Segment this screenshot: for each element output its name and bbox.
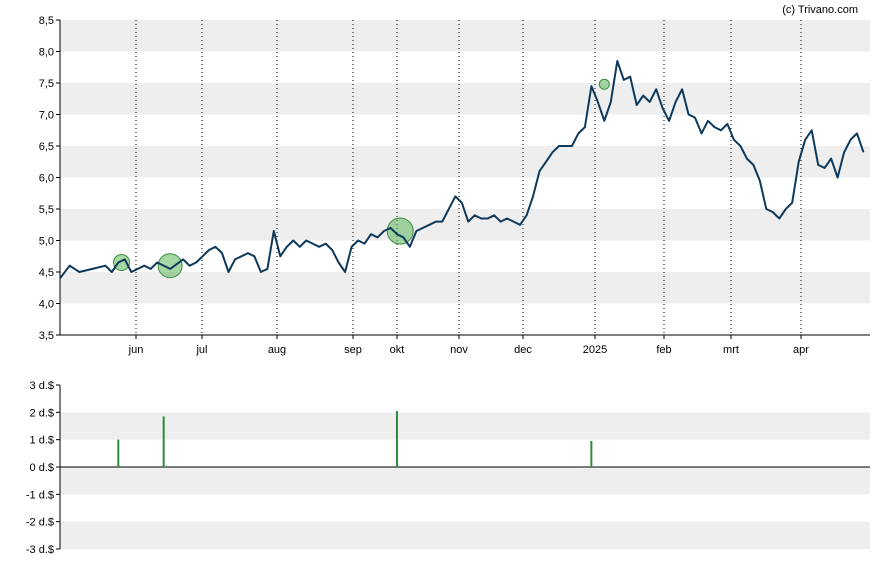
x-tick-label: feb xyxy=(656,344,671,356)
y-tick-label: 1 d.$ xyxy=(30,435,54,447)
y-tick-label: 7,0 xyxy=(39,110,54,122)
x-tick-label: dec xyxy=(514,344,532,356)
grid-band xyxy=(60,83,870,115)
y-tick-label: 8,5 xyxy=(39,15,54,27)
y-tick-label: -1 d.$ xyxy=(26,489,54,501)
event-marker xyxy=(157,253,183,279)
x-tick-label: 2025 xyxy=(583,344,607,356)
y-tick-label: 3 d.$ xyxy=(30,380,54,392)
x-tick-label: okt xyxy=(390,344,405,356)
x-tick-label: sep xyxy=(344,344,362,356)
x-tick-label: jun xyxy=(128,344,144,356)
grid-band xyxy=(60,20,870,52)
y-tick-label: 4,0 xyxy=(39,299,54,311)
y-tick-label: 6,0 xyxy=(39,173,54,185)
y-tick-label: -2 d.$ xyxy=(26,517,54,529)
y-tick-label: 4,5 xyxy=(39,267,54,279)
price-chart: 3,5 4,0 4,5 5,0 5,5 6,0 6,5 7,0 7,5 8,0 8,5 jun jul a… xyxy=(39,15,870,356)
y-tick-label: 5,5 xyxy=(39,204,54,216)
grid-band xyxy=(60,146,870,178)
y-tick-label: -3 d.$ xyxy=(26,544,54,556)
x-tick-label: nov xyxy=(450,344,468,356)
copyright-text: (c) Trivano.com xyxy=(782,4,858,16)
y-tick-label: 7,5 xyxy=(39,78,54,90)
grid-band xyxy=(60,521,870,549)
price-line xyxy=(59,60,865,279)
event-marker xyxy=(598,78,610,90)
event-marker xyxy=(386,217,414,245)
dividend-chart: -3 d.$ -2 d.$ -1 d.$ 0 d.$ 1 d.$ 2 d.$ 3 d.$ xyxy=(26,380,870,556)
grid-band xyxy=(60,467,870,495)
y-tick-label: 6,5 xyxy=(39,141,54,153)
x-tick-label: apr xyxy=(793,344,809,356)
y-tick-label: 8,0 xyxy=(39,47,54,59)
grid-band xyxy=(60,412,870,440)
y-tick-label: 5,0 xyxy=(39,236,54,248)
y-tick-label: 2 d.$ xyxy=(30,407,54,419)
x-tick-label: jul xyxy=(195,344,207,356)
x-tick-label: mrt xyxy=(723,344,739,356)
grid-band xyxy=(60,272,870,304)
event-marker xyxy=(113,254,131,272)
x-tick-label: aug xyxy=(268,344,286,356)
y-tick-label: 3,5 xyxy=(39,330,54,342)
y-tick-label: 0 d.$ xyxy=(30,462,54,474)
